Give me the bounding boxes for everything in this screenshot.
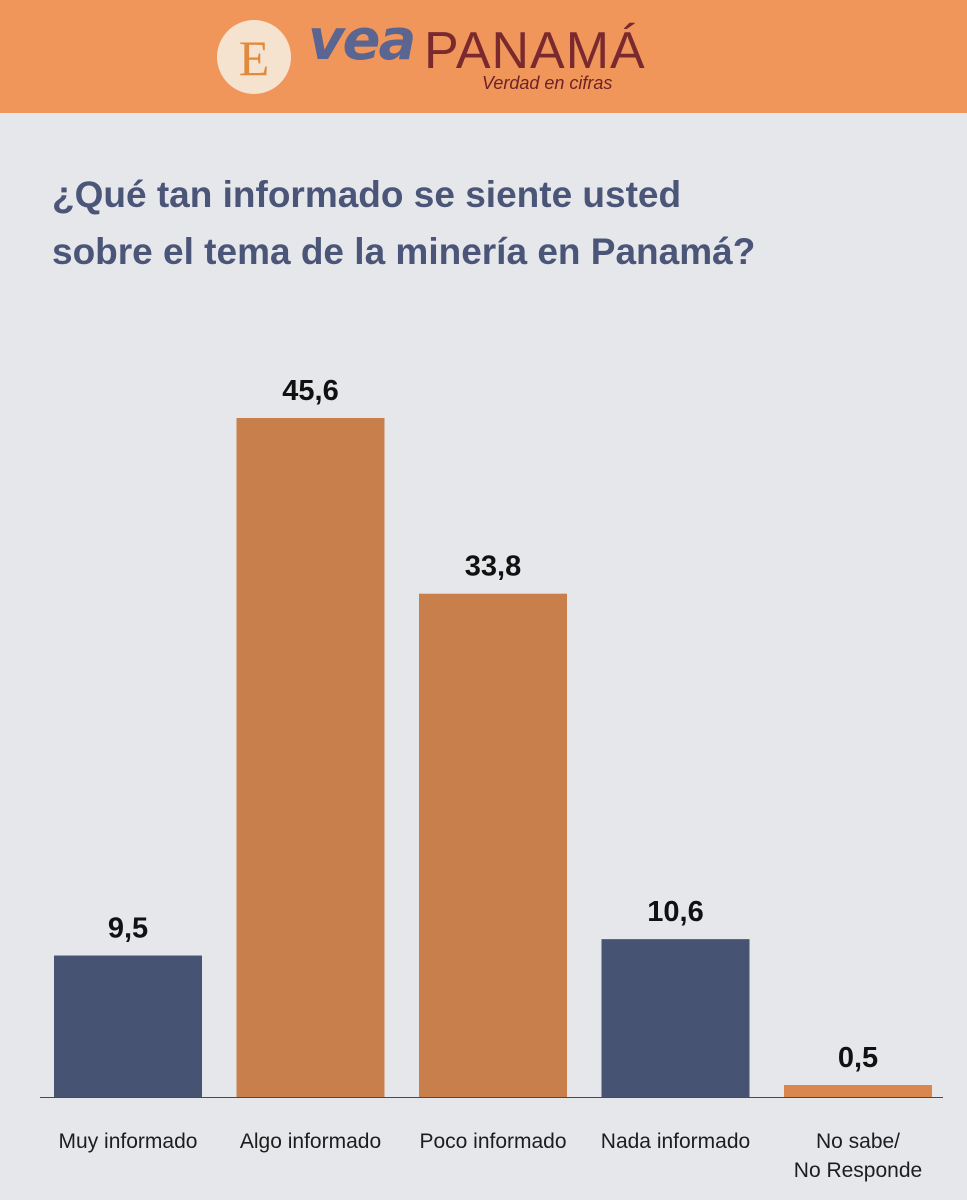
brand-tagline: Verdad en cifras	[482, 73, 613, 93]
bar-2	[419, 593, 567, 1097]
value-label-0: 9,5	[108, 913, 148, 945]
brand-vea: vea	[308, 8, 416, 73]
value-label-4: 0,5	[838, 1042, 878, 1074]
category-label-0: Muy informado	[59, 1130, 198, 1153]
logo-badge: E	[217, 20, 291, 94]
category-label-1: Algo informado	[240, 1130, 381, 1153]
brand-panama: PANAMÁ	[424, 22, 646, 80]
logo-letter: E	[238, 30, 270, 86]
chart-title-line-2: sobre el tema de la minería en Panamá?	[52, 231, 756, 272]
bar-0	[54, 955, 202, 1097]
value-label-2: 33,8	[465, 551, 521, 583]
chart-title-line-1: ¿Qué tan informado se siente usted	[52, 174, 682, 215]
header-banner: E vea PANAMÁ Verdad en cifras	[0, 0, 967, 113]
category-label-2: Poco informado	[419, 1130, 566, 1153]
chart-title: ¿Qué tan informado se siente usted sobre…	[52, 166, 932, 280]
bar-4	[784, 1085, 932, 1097]
bar-1	[236, 418, 385, 1097]
bar-3	[601, 939, 750, 1097]
value-label-1: 45,6	[282, 375, 338, 407]
category-label-4-0: No sabe/	[816, 1130, 900, 1153]
category-label-4-1: No Responde	[794, 1159, 922, 1182]
value-label-3: 10,6	[647, 896, 703, 928]
category-label-3: Nada informado	[601, 1130, 750, 1153]
